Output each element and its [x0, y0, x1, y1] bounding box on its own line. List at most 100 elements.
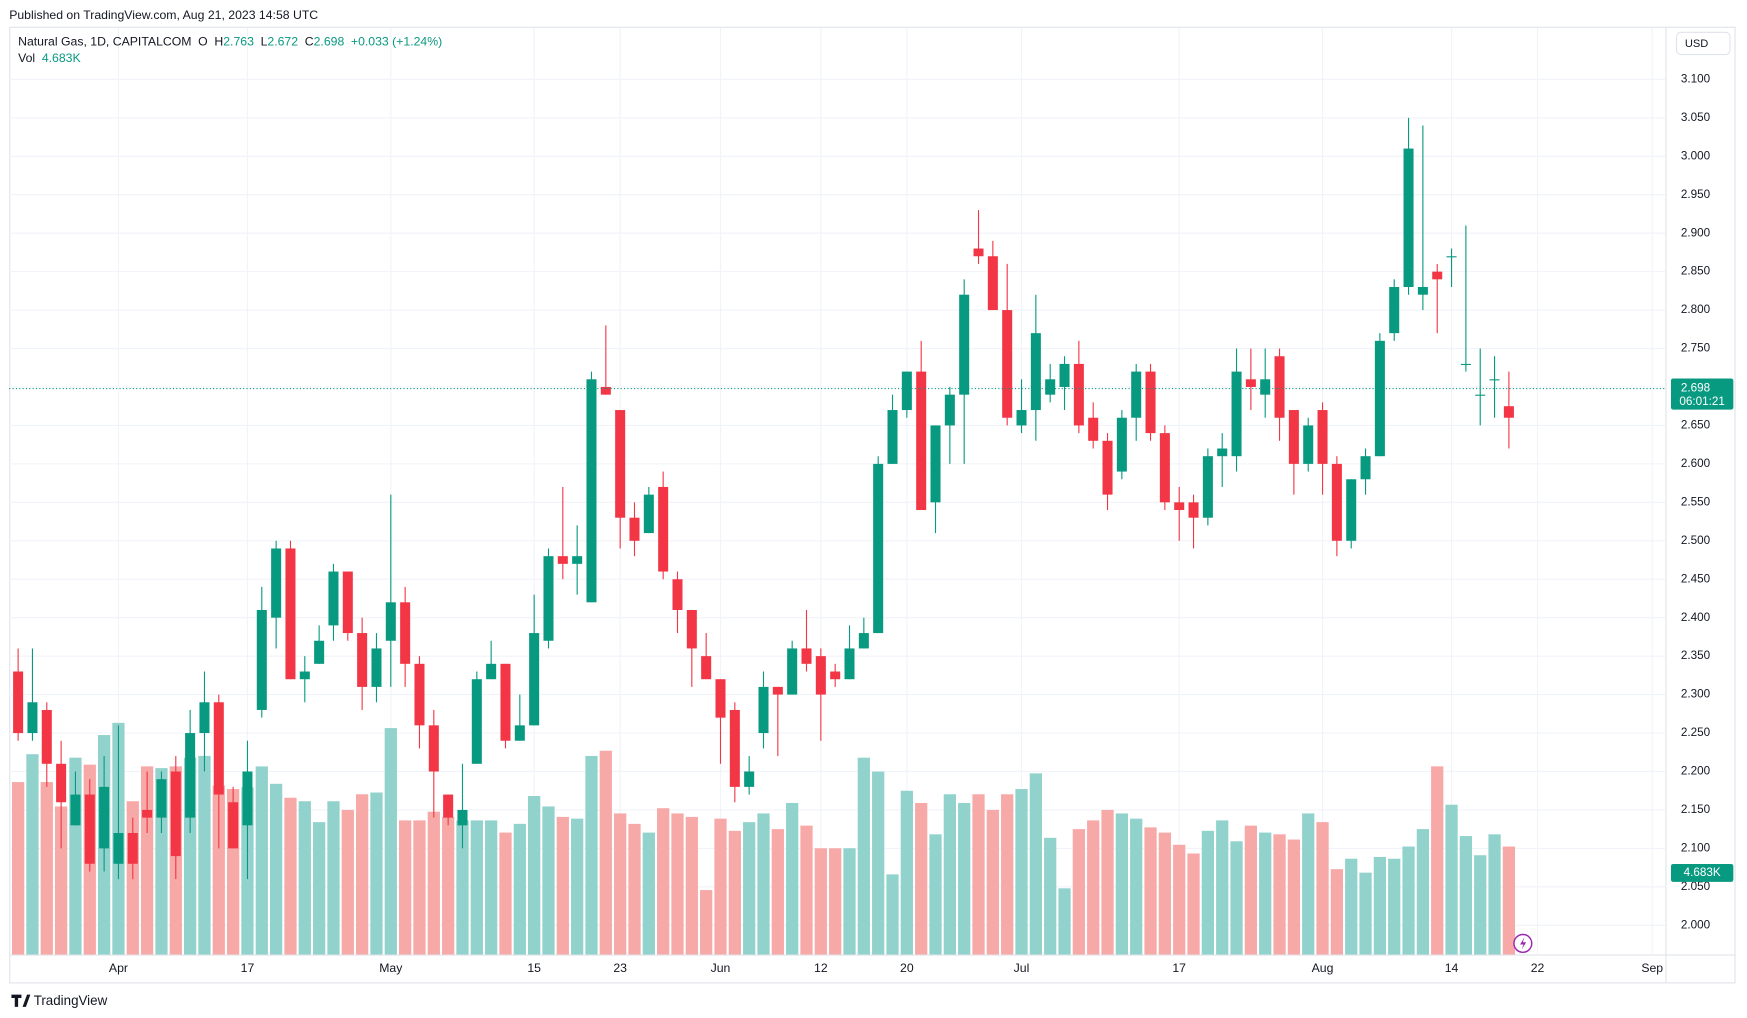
- volume-bar: [814, 848, 827, 955]
- y-tick-label: 2.250: [1681, 726, 1711, 739]
- candle-body: [844, 648, 855, 680]
- x-tick-label: 14: [1445, 961, 1459, 975]
- volume-bar: [857, 757, 870, 955]
- candle-body: [1274, 356, 1285, 418]
- volume-bar: [528, 796, 541, 955]
- candle-body: [701, 656, 712, 680]
- y-tick-label: 2.850: [1681, 265, 1711, 278]
- candle-body: [27, 702, 38, 734]
- x-tick-label: 15: [527, 961, 541, 975]
- volume-bar: [657, 808, 670, 955]
- volume-bar: [685, 816, 698, 955]
- y-tick-label: 2.200: [1681, 765, 1711, 778]
- volume-bar: [1259, 832, 1272, 955]
- candle-body: [400, 602, 411, 664]
- currency[interactable]: USD: [1685, 38, 1709, 50]
- candle-body: [1102, 440, 1113, 495]
- candle-body: [1331, 463, 1342, 541]
- candle-body: [801, 648, 812, 664]
- volume-bar: [284, 797, 297, 955]
- candle-body: [901, 371, 912, 411]
- volume-bar: [929, 834, 942, 955]
- candle-body: [643, 494, 654, 534]
- candle-body: [1131, 371, 1142, 418]
- candle-body: [1288, 410, 1299, 464]
- candle-body: [930, 425, 941, 503]
- y-tick-label: 2.800: [1681, 303, 1711, 316]
- candle-body: [371, 648, 382, 687]
- low-value: 2.672: [267, 35, 298, 49]
- volume-bar: [1044, 837, 1057, 955]
- volume-bar: [1029, 773, 1042, 955]
- x-tick-label: 17: [1172, 961, 1186, 975]
- candle-body: [1374, 340, 1385, 457]
- volume-bar: [757, 813, 770, 955]
- candle-body: [586, 379, 597, 603]
- candle-body: [1417, 287, 1428, 295]
- candle-body: [113, 833, 124, 864]
- y-tick-label: 2.450: [1681, 572, 1711, 585]
- volume-bar: [1087, 820, 1100, 955]
- volume-bar: [1316, 822, 1329, 955]
- candle-body: [658, 486, 669, 572]
- volume-bar: [1416, 829, 1430, 955]
- candle-body: [600, 386, 611, 395]
- candle-body: [1030, 333, 1041, 411]
- x-tick-label: May: [379, 961, 403, 975]
- candle-body: [228, 802, 239, 849]
- x-tick-label: 12: [814, 961, 828, 975]
- y-tick-label: 2.350: [1681, 649, 1711, 662]
- volume-bar: [1201, 830, 1214, 955]
- candle-body: [41, 709, 52, 764]
- candle-body: [772, 686, 783, 695]
- volume-bar: [485, 820, 498, 955]
- candle-body: [285, 548, 296, 680]
- volume-bar: [1173, 844, 1186, 955]
- volume-bar: [599, 750, 612, 955]
- y-tick-label: 3.050: [1681, 111, 1711, 124]
- y-tick-label: 2.950: [1681, 188, 1711, 201]
- candle-body: [1432, 271, 1443, 280]
- volume-bar: [1287, 839, 1301, 955]
- volume-value: 4.683K: [42, 51, 82, 65]
- volume-bar: [1459, 836, 1473, 955]
- price-tag-countdown: 06:01:21: [1679, 395, 1725, 408]
- volume-bar: [370, 792, 383, 955]
- volume-bar: [972, 794, 985, 955]
- candle-body: [1159, 433, 1170, 503]
- volume-bar: [1115, 813, 1128, 955]
- volume-bar: [255, 766, 268, 955]
- volume-bar: [1502, 846, 1516, 955]
- volume-bar: [915, 802, 928, 955]
- candle-body: [1475, 394, 1486, 396]
- candle-body: [1231, 371, 1242, 457]
- volume-bar: [341, 809, 354, 955]
- volume-bar: [442, 816, 455, 955]
- volume-bar: [1230, 841, 1243, 955]
- volume-bar: [1187, 853, 1200, 955]
- price-tag: [1670, 378, 1734, 410]
- volume-bar: [1001, 794, 1014, 955]
- candle-body: [1360, 456, 1371, 480]
- candle-body: [1073, 363, 1084, 426]
- candle-body: [1303, 425, 1314, 464]
- volume-bar: [585, 755, 598, 955]
- currency-button[interactable]: [1675, 31, 1731, 56]
- candle-body: [944, 394, 955, 426]
- candle-body: [471, 679, 482, 764]
- candle-body: [1460, 363, 1471, 366]
- candle-body: [543, 556, 554, 641]
- symbol: Natural Gas, 1D, CAPITALCOM: [18, 35, 191, 49]
- candle-body: [299, 671, 310, 680]
- candle-body: [1217, 448, 1228, 457]
- volume-tag-value: 4.683K: [1684, 866, 1721, 879]
- candle-body: [629, 517, 640, 541]
- volume-bar: [1359, 872, 1372, 955]
- volume-bar: [872, 771, 885, 955]
- candle-body: [1446, 256, 1457, 258]
- volume-bar: [1388, 858, 1401, 955]
- volume-bar: [900, 790, 913, 955]
- candle-body: [170, 771, 181, 857]
- candle-body: [500, 663, 511, 741]
- y-tick-label: 3.100: [1681, 72, 1711, 85]
